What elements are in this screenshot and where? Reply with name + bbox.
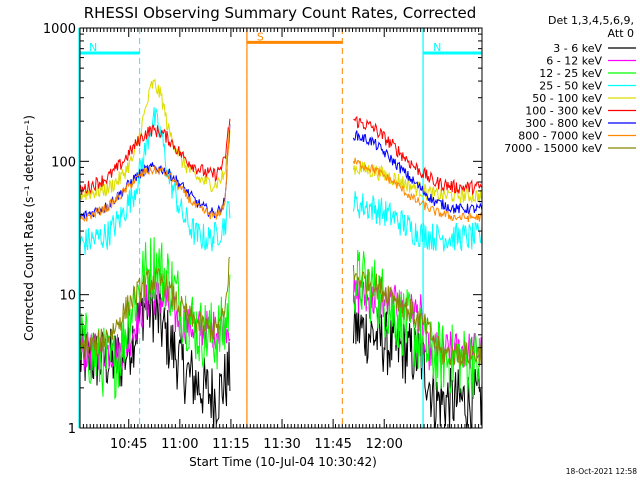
generation-timestamp: 18-Oct-2021 12:58 <box>566 467 637 476</box>
legend-entry-label: 3 - 6 keV <box>553 42 602 55</box>
legend-header-detectors: Det 1,3,4,5,6,9, <box>548 14 634 27</box>
chart-title: RHESSI Observing Summary Count Rates, Co… <box>84 4 477 22</box>
legend-entry-label: 800 - 7000 keV <box>518 130 602 143</box>
series-line <box>79 256 483 367</box>
y-axis-label: Corrected Count Rate (s⁻¹ detector⁻¹) <box>22 115 36 341</box>
x-axis: 10:45 11:00 11:15 11:30 11:45 12:00 <box>79 28 483 452</box>
x-tick-label: 11:45 <box>314 437 351 452</box>
flag-label: S <box>257 30 264 43</box>
x-tick-label: 11:00 <box>161 437 198 452</box>
series-line <box>79 124 483 222</box>
y-tick-label: 100 <box>51 155 76 170</box>
flag-label: N <box>433 41 441 54</box>
x-axis-label: Start Time (10-Jul-04 10:30:42) <box>189 455 377 469</box>
legend-header-attenuator: Att 0 <box>608 27 634 40</box>
y-tick-label: 10 <box>59 289 76 304</box>
series-line <box>79 107 483 255</box>
y-tick-label: 1 <box>68 422 76 437</box>
x-tick-label: 10:45 <box>110 437 147 452</box>
data-series <box>79 77 483 429</box>
legend-entry-label: 50 - 100 keV <box>532 92 602 105</box>
x-tick-label: 11:15 <box>212 437 249 452</box>
legend-entry-label: 100 - 300 keV <box>525 105 602 118</box>
plot-frame <box>79 27 483 429</box>
legend-entry-label: 12 - 25 keV <box>539 67 602 80</box>
legend-entry-label: 6 - 12 keV <box>546 55 602 68</box>
x-tick-label: 12:00 <box>365 437 402 452</box>
y-tick-label: 1000 <box>43 22 76 37</box>
series-line <box>79 115 483 196</box>
y-axis: 1 10 100 1000 <box>43 22 482 437</box>
legend-entry-label: 300 - 800 keV <box>525 117 602 130</box>
flag-label: N <box>89 41 97 54</box>
legend-entry-label: 7000 - 15000 keV <box>504 142 602 155</box>
legend-entry-label: 25 - 50 keV <box>539 80 602 93</box>
x-tick-label: 11:30 <box>263 437 300 452</box>
